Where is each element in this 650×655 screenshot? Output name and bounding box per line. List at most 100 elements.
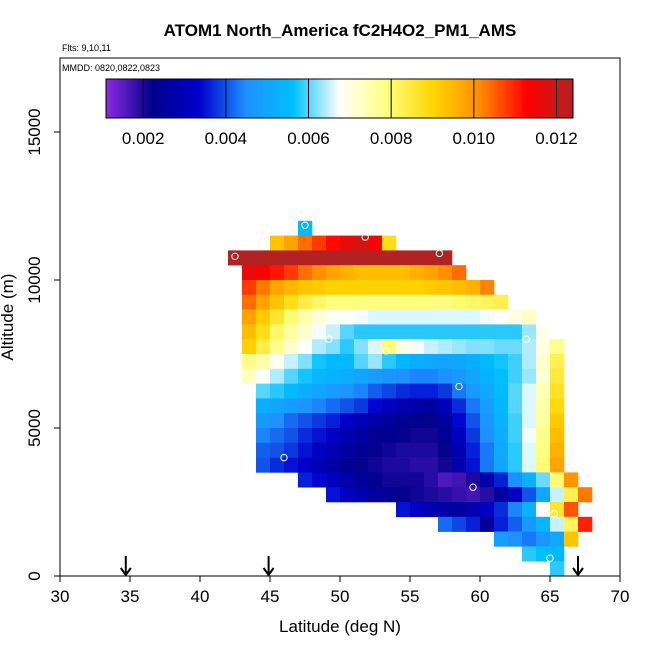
heatmap-cell bbox=[256, 265, 271, 281]
heatmap-cell bbox=[340, 368, 355, 384]
heatmap-cell bbox=[452, 280, 467, 296]
heatmap-cell bbox=[270, 354, 285, 370]
heatmap-cell bbox=[508, 354, 523, 370]
colorbar-frame bbox=[105, 78, 574, 119]
heatmap-cell bbox=[270, 428, 285, 444]
heatmap-cell bbox=[284, 368, 299, 384]
heatmap-cell bbox=[298, 309, 313, 325]
heatmap-cell bbox=[270, 457, 285, 473]
heatmap-cell bbox=[480, 354, 495, 370]
heatmap-cell bbox=[410, 383, 425, 399]
heatmap-cell bbox=[270, 368, 285, 384]
heatmap-cell bbox=[298, 265, 313, 281]
flight-arrows bbox=[119, 556, 584, 577]
heatmap-cell bbox=[536, 339, 551, 355]
heatmap-cell bbox=[340, 324, 355, 340]
heatmap-cell bbox=[550, 561, 565, 577]
heatmap-cell bbox=[522, 368, 537, 384]
heatmap-cell bbox=[508, 324, 523, 340]
heatmap-cell bbox=[494, 294, 509, 310]
heatmap-cell bbox=[354, 235, 369, 251]
heatmap-cell bbox=[550, 516, 565, 532]
x-tick-label: 40 bbox=[191, 587, 210, 606]
heatmap-cell bbox=[396, 413, 411, 429]
heatmap-cell bbox=[424, 442, 439, 458]
heatmap-cell bbox=[536, 413, 551, 429]
heatmap-cell bbox=[536, 531, 551, 547]
heatmap-cell bbox=[368, 294, 383, 310]
heatmap-cell bbox=[340, 472, 355, 488]
heatmap-cell bbox=[256, 457, 271, 473]
heatmap-cell bbox=[396, 457, 411, 473]
x-tick-label: 60 bbox=[471, 587, 490, 606]
heatmap-cell bbox=[452, 472, 467, 488]
heatmap-cell bbox=[396, 354, 411, 370]
sample-point bbox=[361, 233, 369, 241]
heatmap-cell bbox=[270, 383, 285, 399]
y-tick-label: 15000 bbox=[25, 108, 44, 155]
heatmap-cell bbox=[480, 442, 495, 458]
heatmap-cell bbox=[410, 280, 425, 296]
heatmap-cell bbox=[494, 413, 509, 429]
sample-point bbox=[231, 252, 239, 261]
heatmap-cell bbox=[424, 280, 439, 296]
heatmap-cell bbox=[340, 294, 355, 310]
heatmap-cell bbox=[550, 531, 565, 547]
heatmap-cell bbox=[368, 235, 383, 251]
heatmap-cell bbox=[256, 383, 271, 399]
sample-point bbox=[325, 335, 333, 343]
heatmap-cell bbox=[382, 265, 397, 281]
dates-label: MMDD: 0820,0822,0823 bbox=[62, 63, 160, 73]
heatmap-cell bbox=[424, 487, 439, 503]
sample-point bbox=[546, 554, 554, 562]
heatmap-cell bbox=[522, 546, 537, 562]
sample-point bbox=[435, 249, 444, 258]
heatmap-cell bbox=[284, 324, 299, 340]
heatmap-cell bbox=[242, 354, 257, 370]
heatmap-cell bbox=[284, 457, 299, 473]
heatmap-cell bbox=[368, 428, 383, 444]
heatmap-cell bbox=[326, 324, 341, 340]
sample-point bbox=[469, 483, 477, 491]
heatmap-cell bbox=[466, 472, 481, 488]
x-axis-ticks: 30 35 40 45 50 55 60 65 70 bbox=[51, 576, 629, 606]
heatmap-cell bbox=[480, 280, 495, 296]
heatmap-cell bbox=[508, 531, 523, 547]
heatmap-cell bbox=[550, 398, 565, 414]
heatmap-cell bbox=[410, 250, 425, 266]
heatmap-cell bbox=[312, 398, 327, 414]
heatmap-cell bbox=[298, 294, 313, 310]
heatmap-cell bbox=[312, 294, 327, 310]
heatmap-cell bbox=[270, 250, 285, 266]
heatmap-cell bbox=[424, 250, 439, 266]
heatmap-cell bbox=[242, 294, 257, 310]
heatmap-cell bbox=[312, 442, 327, 458]
heatmap-cell bbox=[368, 383, 383, 399]
x-tick-label: 30 bbox=[51, 587, 70, 606]
heatmap-cell bbox=[298, 324, 313, 340]
heatmap-cell bbox=[466, 487, 481, 503]
heatmap-cell bbox=[466, 398, 481, 414]
heatmap-cell bbox=[578, 487, 593, 503]
heatmap-cell bbox=[480, 339, 495, 355]
heatmap-cell bbox=[298, 235, 313, 251]
heatmap-cell bbox=[410, 472, 425, 488]
x-tick-label: 45 bbox=[261, 587, 280, 606]
heatmap-cell bbox=[382, 339, 397, 355]
heatmap-cell bbox=[340, 487, 355, 503]
heatmap-cell bbox=[382, 442, 397, 458]
heatmap-cell bbox=[452, 428, 467, 444]
heatmap-cell bbox=[438, 324, 453, 340]
heatmap-cell bbox=[536, 354, 551, 370]
heatmap-cell bbox=[438, 294, 453, 310]
heatmap-cell bbox=[326, 457, 341, 473]
heatmap-cell bbox=[410, 339, 425, 355]
heatmap-cell bbox=[466, 294, 481, 310]
heatmap-cell bbox=[312, 368, 327, 384]
heatmap-cell bbox=[480, 398, 495, 414]
heatmap-cell bbox=[396, 294, 411, 310]
heatmap-cell bbox=[368, 457, 383, 473]
heatmap-cell bbox=[270, 294, 285, 310]
heatmap-cell bbox=[424, 324, 439, 340]
heatmap-cell bbox=[326, 235, 341, 251]
